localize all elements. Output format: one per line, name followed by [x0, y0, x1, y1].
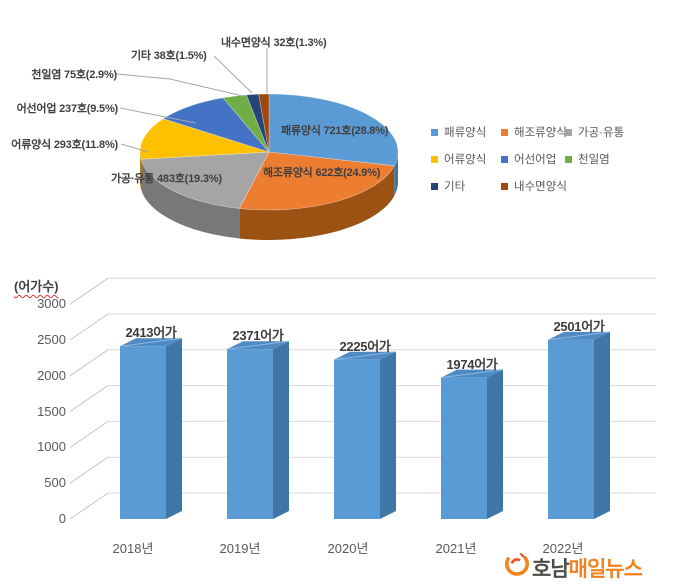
tick-connector-2000 — [69, 349, 109, 377]
tick-connector-500 — [69, 456, 109, 484]
bar-top-edge-2018년 — [119, 337, 183, 347]
bar-side-2018년 — [166, 338, 182, 519]
y-tick-3000: 3000 — [37, 296, 66, 311]
pie-3d-group — [139, 93, 399, 240]
legend-swatch — [501, 182, 508, 190]
logo-text-honam: 호남 — [532, 558, 570, 581]
pie-leader-lines — [116, 48, 268, 153]
pie-slice-내수면양식 — [258, 93, 270, 153]
bar-front-2019년 — [227, 349, 273, 519]
bar-front-2018년 — [120, 346, 166, 519]
legend-swatch — [565, 128, 572, 136]
pie-slice-천일염 — [222, 94, 270, 153]
pie-side-해조류양식 — [239, 165, 395, 240]
legend-swatch — [431, 155, 438, 163]
pie-label-naesu: 내수면양식 32호(1.3%) — [221, 37, 327, 49]
pie-slice-패류양식 — [268, 93, 399, 167]
y-tick-1500: 1500 — [37, 404, 66, 419]
pie-slice-해조류양식 — [238, 151, 395, 211]
tick-connector-1000 — [69, 420, 109, 448]
bar-side-2020년 — [380, 351, 396, 519]
legend-label: 가공·유통 — [578, 127, 625, 139]
press-logo-text: 호남매일뉴스 — [532, 553, 643, 583]
bar-front-2020년 — [334, 359, 380, 519]
bar-value-label-2021: 1974어가 — [446, 357, 498, 372]
bar-side-2019년 — [273, 341, 289, 519]
y-tick-500: 500 — [44, 475, 66, 490]
pie-side-어류양식 — [140, 152, 142, 190]
pie-label-eoseon: 어선어업 237호(9.5%) — [16, 103, 119, 115]
bar-front-2022년 — [548, 339, 594, 519]
legend-label: 해조류양식 — [514, 127, 567, 139]
pie-label-eoryu: 어류양식 293호(11.8%) — [11, 139, 118, 151]
pie-label-cheonilyeom: 천일염 75호(2.9%) — [31, 69, 117, 81]
legend-label: 천일염 — [578, 154, 610, 166]
bar-value-label-2020: 2225어가 — [339, 339, 391, 354]
bar-top-edge-2020년 — [333, 351, 397, 361]
legend-label: 어선어업 — [514, 154, 557, 166]
legend-label: 어류양식 — [444, 154, 487, 166]
legend-label: 내수면양식 — [514, 181, 567, 193]
tick-connector-1500 — [69, 385, 109, 413]
y-tick-2000: 2000 — [37, 368, 66, 383]
bar-3d-group — [69, 277, 656, 520]
legend-label: 기타 — [444, 181, 466, 193]
y-axis-unit-label: (어가수) — [14, 279, 59, 294]
pie-slice-가공·유통 — [140, 151, 270, 209]
x-label-2019: 2019년 — [219, 541, 261, 556]
leader-line-gita — [213, 55, 253, 94]
tick-connector-2500 — [69, 313, 109, 341]
legend-item: 가공·유통 — [565, 124, 624, 140]
bar-side-2022년 — [594, 331, 610, 519]
legend-label: 패류양식 — [444, 127, 487, 139]
bar-value-label-2022: 2501어가 — [553, 319, 605, 334]
x-label-2020: 2020년 — [327, 541, 369, 556]
y-tick-2500: 2500 — [37, 332, 66, 347]
pie-side-가공·유통 — [141, 159, 240, 239]
bar-value-label-2019: 2371어가 — [232, 328, 284, 343]
bar-top-edge-2022년 — [547, 331, 611, 341]
legend-item: 내수면양식 — [501, 178, 567, 194]
legend-swatch — [565, 155, 572, 163]
legend-swatch — [501, 155, 508, 163]
pie-side-패류양식 — [394, 152, 398, 196]
logo-text-maeilnews: 매일뉴스 — [568, 558, 643, 581]
y-tick-1000: 1000 — [37, 439, 66, 454]
x-label-2021: 2021년 — [435, 541, 477, 556]
legend-item: 어류양식 — [431, 151, 486, 167]
legend-swatch — [431, 182, 438, 190]
pie-label-gagong: 가공·유통 483호(19.3%) — [111, 173, 222, 185]
pie-label-gita: 기타 38호(1.5%) — [131, 50, 207, 62]
honam-maeil-news-logo-icon — [505, 552, 529, 576]
legend-swatch — [501, 128, 508, 136]
tick-connector-3000 — [69, 277, 109, 305]
tick-connector-0 — [69, 492, 109, 520]
legend-item: 패류양식 — [431, 124, 486, 140]
y-tick-0: 0 — [58, 511, 66, 526]
leader-line-eoryu — [120, 143, 149, 153]
bar-value-label-2018: 2413어가 — [125, 325, 177, 340]
bar-top-edge-2019년 — [226, 340, 290, 350]
leader-line-eoseon — [119, 107, 197, 124]
pie-slice-어류양식 — [139, 118, 270, 160]
pie-slice-기타 — [246, 93, 270, 153]
leader-line-cheonilyeom — [116, 73, 244, 97]
legend-item: 천일염 — [565, 151, 610, 167]
legend-item: 어선어업 — [501, 151, 556, 167]
legend-item: 해조류양식 — [501, 124, 567, 140]
legend-swatch — [431, 128, 438, 136]
legend-item: 기타 — [431, 178, 465, 194]
pie-slice-어선어업 — [163, 97, 270, 153]
x-label-2018: 2018년 — [112, 541, 154, 556]
bar-side-2021년 — [487, 369, 503, 519]
bar-top-edge-2021년 — [440, 369, 504, 379]
bar-front-2021년 — [441, 377, 487, 519]
x-label-2022: 2022년 — [542, 541, 584, 556]
pie-label-haejoryu: 해조류양식 622호(24.9%) — [263, 167, 381, 179]
pie-label-paeryu: 패류양식 721호(28.8%) — [281, 125, 389, 137]
